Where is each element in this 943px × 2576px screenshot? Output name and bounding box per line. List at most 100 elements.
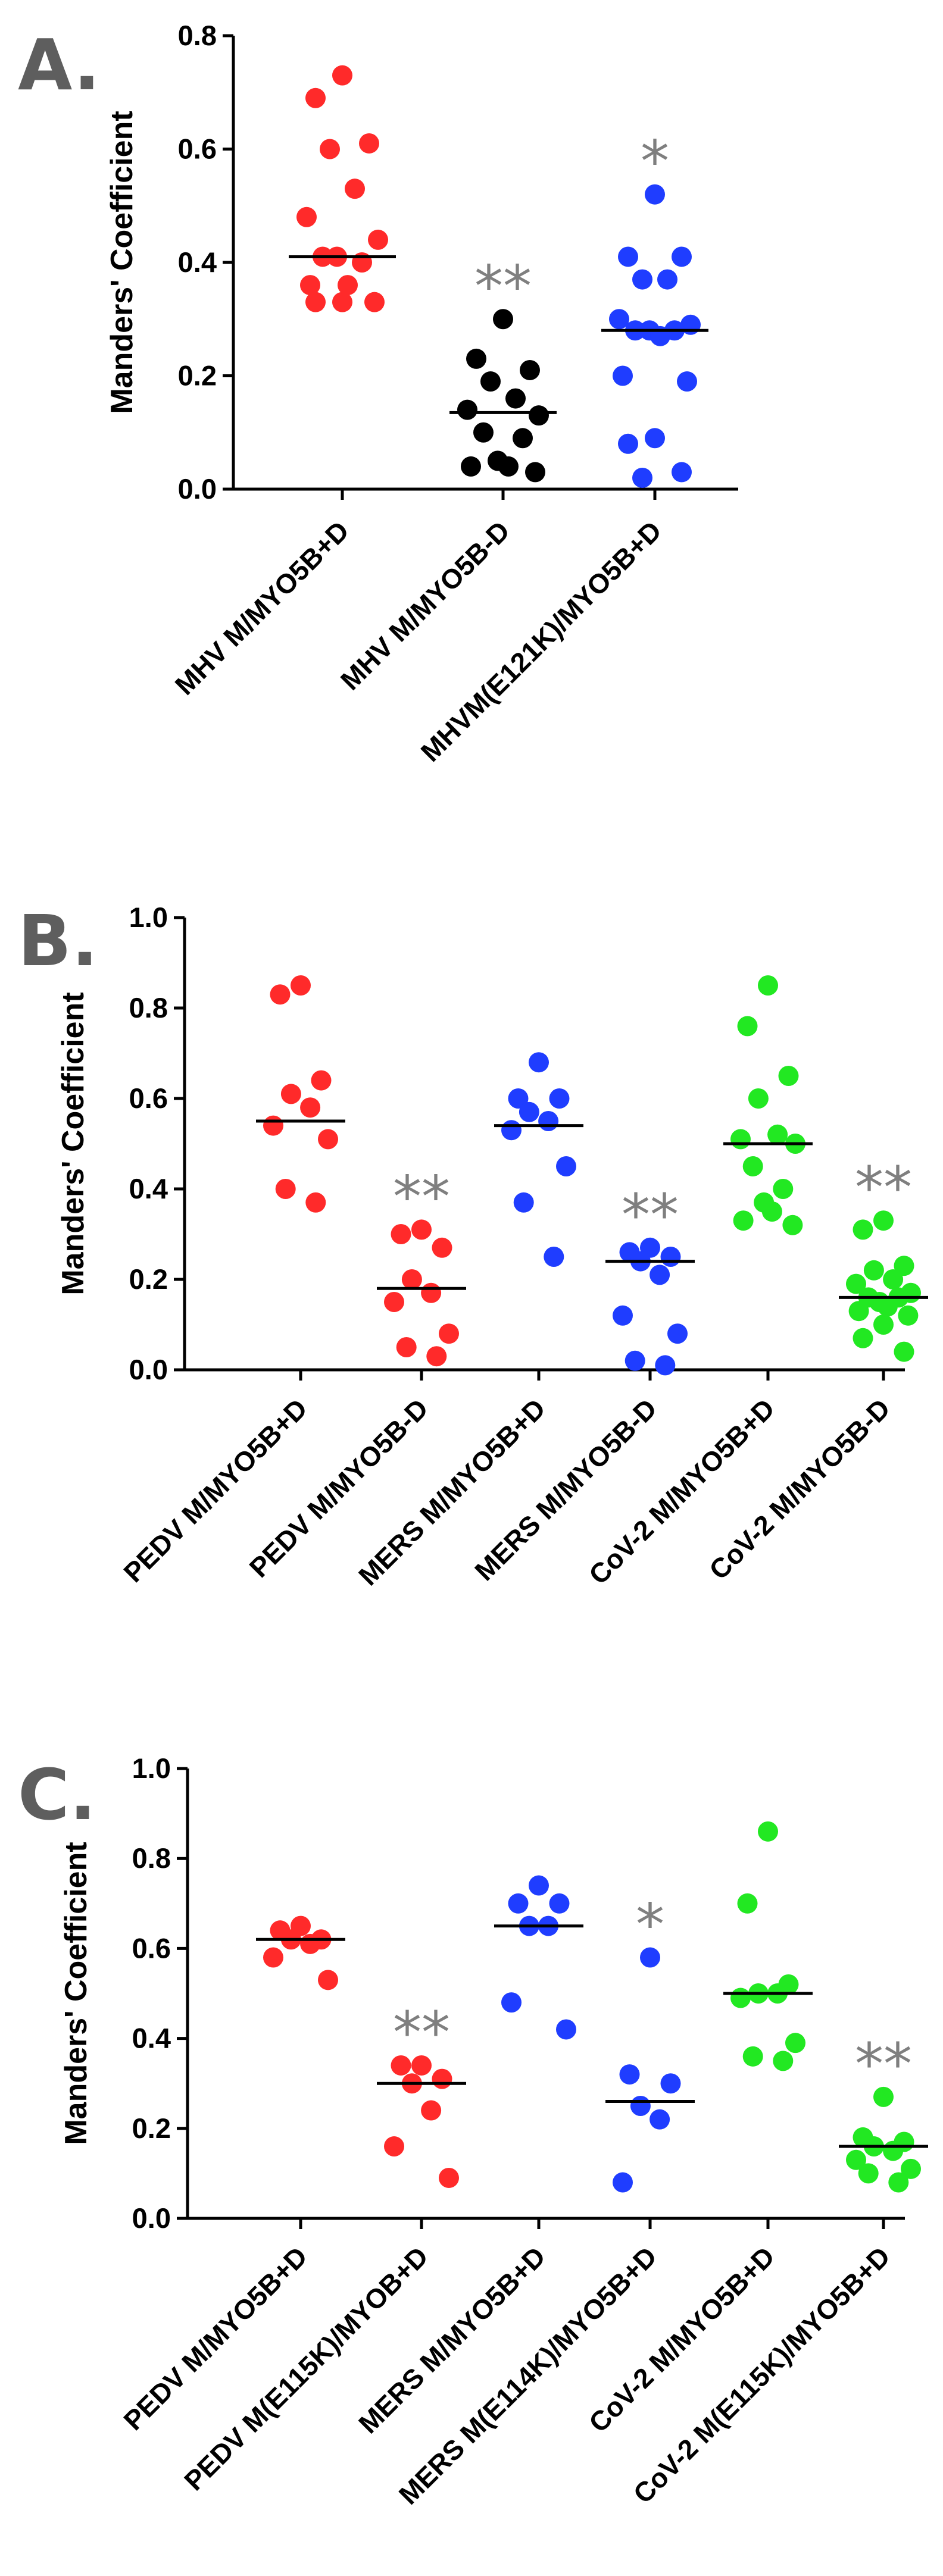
data-point bbox=[411, 1219, 432, 1240]
data-point bbox=[773, 2051, 794, 2071]
data-point bbox=[318, 1970, 338, 1990]
data-point bbox=[894, 1341, 914, 1362]
data-point bbox=[270, 984, 291, 1005]
data-point bbox=[677, 371, 697, 392]
data-point bbox=[640, 1947, 660, 1968]
data-point bbox=[508, 1088, 529, 1109]
y-tick-label: 0.8 bbox=[132, 1842, 171, 1874]
data-point bbox=[657, 269, 677, 290]
data-point bbox=[275, 1179, 296, 1199]
data-point bbox=[300, 1933, 321, 1954]
data-point bbox=[318, 1129, 338, 1150]
data-point bbox=[461, 456, 481, 477]
data-point bbox=[501, 1120, 522, 1141]
data-point bbox=[761, 1201, 782, 1222]
data-point bbox=[624, 1350, 645, 1371]
panel-b-letter: B. bbox=[18, 900, 98, 982]
data-point bbox=[853, 1328, 873, 1348]
data-point bbox=[505, 388, 526, 409]
data-point bbox=[280, 1084, 301, 1104]
data-point bbox=[660, 1247, 681, 1267]
data-point bbox=[742, 1156, 763, 1176]
data-point bbox=[660, 2073, 681, 2094]
data-point bbox=[432, 1237, 452, 1258]
data-point bbox=[650, 1264, 670, 1285]
data-point bbox=[549, 1088, 570, 1109]
data-point bbox=[338, 275, 358, 296]
data-point bbox=[730, 1129, 751, 1150]
y-axis-title: Manders' Coefficient bbox=[59, 1842, 93, 2145]
data-point bbox=[359, 133, 379, 154]
data-point bbox=[549, 1893, 570, 1914]
data-point bbox=[480, 371, 501, 392]
data-point bbox=[513, 1192, 534, 1213]
y-axis-title: Manders' Coefficient bbox=[56, 992, 90, 1295]
data-point bbox=[767, 1124, 788, 1145]
data-point bbox=[320, 139, 340, 159]
significance-marker: ** bbox=[393, 1163, 450, 1230]
significance-marker: * bbox=[641, 129, 669, 195]
data-point bbox=[898, 1305, 919, 1326]
data-point bbox=[630, 2096, 651, 2116]
y-tick-label: 0.4 bbox=[178, 246, 217, 278]
data-point bbox=[556, 1156, 576, 1176]
y-tick-label: 0.8 bbox=[178, 20, 217, 51]
data-point bbox=[645, 428, 665, 449]
category-label: MHV M/MYO5B+D bbox=[169, 515, 355, 700]
data-point bbox=[613, 2172, 633, 2193]
data-point bbox=[782, 1215, 803, 1235]
data-point bbox=[742, 2046, 763, 2067]
data-point bbox=[421, 1282, 442, 1303]
significance-marker: ** bbox=[855, 2031, 912, 2098]
data-point bbox=[618, 246, 638, 267]
data-point bbox=[873, 2086, 894, 2107]
data-point bbox=[650, 2109, 670, 2130]
y-tick-label: 0.8 bbox=[129, 992, 168, 1023]
data-point bbox=[873, 1314, 894, 1335]
data-point bbox=[332, 292, 352, 312]
data-point bbox=[773, 1179, 794, 1199]
data-point bbox=[525, 462, 545, 483]
panel-c: C. 0.0 0.2 0.4 0.6 0.8 1.0 Manders' Coefficien… bbox=[18, 1752, 928, 2511]
data-point bbox=[291, 975, 311, 996]
data-point bbox=[421, 2100, 442, 2121]
data-point bbox=[877, 1296, 898, 1317]
panel-c-letter: C. bbox=[18, 1754, 96, 1836]
data-point bbox=[613, 1305, 633, 1326]
data-point bbox=[873, 1210, 894, 1231]
panel-a: A. 0.0 0.2 0.4 0.6 0.8 Manders' Coefficient MH… bbox=[18, 20, 738, 768]
panel-b: B. 0.0 0.2 0.4 0.6 0.8 1.0 Manders' Coefficien… bbox=[18, 900, 928, 1591]
data-point bbox=[846, 2149, 866, 2170]
data-point bbox=[391, 2055, 411, 2076]
data-point bbox=[332, 65, 352, 86]
data-point bbox=[538, 1111, 559, 1131]
data-point bbox=[632, 467, 652, 488]
significance-marker: ** bbox=[855, 1154, 912, 1221]
data-point bbox=[384, 2136, 404, 2157]
data-point bbox=[672, 462, 692, 483]
data-point bbox=[737, 1893, 758, 1914]
y-tick-label: 0.0 bbox=[129, 1354, 168, 1385]
data-point bbox=[364, 292, 385, 312]
data-point bbox=[300, 1097, 321, 1118]
y-tick-label: 0.2 bbox=[132, 2112, 171, 2144]
data-point bbox=[758, 975, 778, 996]
y-tick-label: 0.2 bbox=[129, 1263, 168, 1295]
data-point bbox=[345, 179, 365, 199]
data-point bbox=[883, 1269, 904, 1289]
data-point bbox=[411, 2055, 432, 2076]
data-point bbox=[311, 1070, 332, 1091]
category-label: MHV M/MYO5B-D bbox=[335, 515, 516, 696]
data-point bbox=[466, 348, 486, 369]
data-point bbox=[733, 1210, 754, 1231]
y-tick-label: 0.0 bbox=[178, 473, 217, 505]
data-point bbox=[888, 2172, 909, 2193]
data-point bbox=[883, 2140, 904, 2161]
data-point bbox=[529, 1875, 549, 1896]
data-point bbox=[529, 1052, 549, 1073]
data-point bbox=[513, 428, 533, 449]
significance-marker: * bbox=[636, 1892, 664, 1958]
significance-marker: ** bbox=[474, 253, 532, 320]
data-point bbox=[848, 1301, 869, 1322]
data-point bbox=[618, 433, 638, 454]
